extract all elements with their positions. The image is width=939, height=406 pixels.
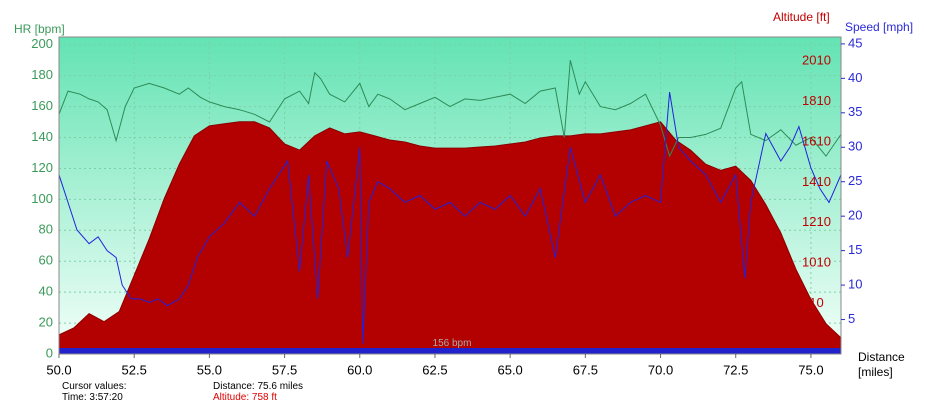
plot-border: [58, 36, 842, 355]
altitude-tick-label: 1410: [802, 174, 831, 189]
altitude-tick-label: 1010: [802, 255, 831, 270]
hr-tick-label: 120: [31, 160, 53, 175]
speed-tick-label: 20: [848, 208, 862, 223]
hr-tick-label: 0: [46, 345, 53, 360]
hr-tick-label: 60: [39, 253, 53, 268]
hr-tick-label: 200: [31, 36, 53, 51]
series-hr-line: [58, 60, 842, 158]
hr-tick-label: 40: [39, 284, 53, 299]
hr-tick-label: 20: [39, 315, 53, 330]
altitude-axis: 810 1010 1210 1410 1610 1810 2010: [802, 53, 831, 310]
cursor-distance: Distance: 75.6 miles: [213, 381, 304, 392]
hr-tick-label: 160: [31, 98, 53, 113]
hr-tick-label: 140: [31, 129, 53, 144]
altitude-tick-label: 1610: [802, 133, 831, 148]
distance-tick-label: 75.0: [798, 362, 823, 377]
cursor-altitude: Altitude: 758 ft: [213, 392, 277, 403]
cursor-values-title: Cursor values:: [62, 381, 127, 392]
series-altitude-area: [58, 121, 842, 355]
altitude-tick-label: 810: [802, 295, 824, 310]
hr-tick-label: 180: [31, 67, 53, 82]
speed-tick-label: 25: [848, 173, 862, 188]
distance-tick-label: 55.0: [197, 362, 222, 377]
hr-axis-title: HR [bpm]: [14, 22, 65, 36]
altitude-tick-label: 1210: [802, 214, 831, 229]
distance-axis: 50.0 52.5 55.0 57.5 60.0 62.5 65.0 67.5 70.0 72.5…: [46, 354, 824, 377]
series-layer: [58, 60, 842, 355]
hr-tick-label: 100: [31, 191, 53, 206]
distance-tick-label: 52.5: [122, 362, 147, 377]
speed-axis: 5 10 15 20 25 30 35 40 45: [841, 35, 862, 326]
cursor-value-label: 156 bpm: [433, 338, 472, 349]
speed-tick-label: 10: [848, 277, 862, 292]
distance-axis-title: Distance: [858, 350, 905, 364]
altitude-tick-label: 2010: [802, 53, 831, 68]
distance-tick-label: 72.5: [723, 362, 748, 377]
speed-tick-label: 15: [848, 242, 862, 257]
speed-tick-label: 40: [848, 70, 862, 85]
distance-tick-label: 50.0: [46, 362, 71, 377]
cursor-time: Time: 3:57:20: [62, 392, 123, 403]
hr-baseline-band: [59, 348, 841, 354]
distance-tick-label: 57.5: [272, 362, 297, 377]
series-speed-line: [58, 92, 842, 344]
altitude-axis-title: Altitude [ft]: [773, 10, 830, 24]
altitude-tick-label: 1810: [802, 93, 831, 108]
speed-tick-label: 30: [848, 139, 862, 154]
distance-axis-unit: [miles]: [858, 365, 893, 379]
hr-axis: 0 20 40 60 80 100 120 140 160 180 200: [31, 36, 53, 360]
distance-tick-label: 70.0: [648, 362, 673, 377]
hr-tick-label: 80: [39, 222, 53, 237]
speed-axis-title: Speed [mph]: [845, 20, 914, 34]
speed-tick-label: 35: [848, 104, 862, 119]
distance-tick-label: 62.5: [422, 362, 447, 377]
distance-tick-label: 65.0: [497, 362, 522, 377]
speed-tick-label: 45: [848, 35, 862, 50]
distance-tick-label: 60.0: [347, 362, 372, 377]
speed-tick-label: 5: [848, 311, 855, 326]
distance-tick-label: 67.5: [573, 362, 598, 377]
